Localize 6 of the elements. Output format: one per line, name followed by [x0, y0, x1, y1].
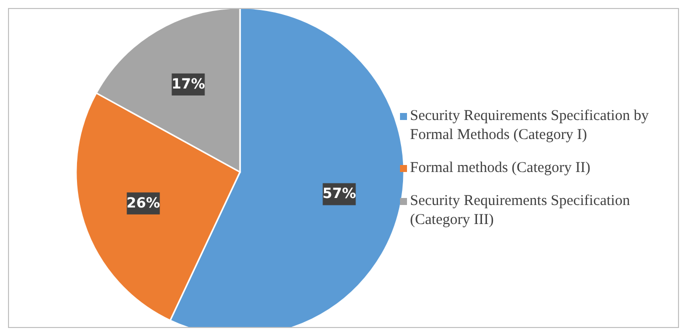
data-label: 57%: [322, 186, 356, 202]
legend-label: Security Requirements Specification by Formal Methods (Category I): [410, 106, 650, 144]
legend-label: Security Requirements Specification (Category III): [410, 192, 631, 230]
data-label: 17%: [171, 76, 205, 92]
legend-label: Formal methods (Category II): [410, 158, 590, 178]
data-label: 26%: [126, 195, 160, 212]
